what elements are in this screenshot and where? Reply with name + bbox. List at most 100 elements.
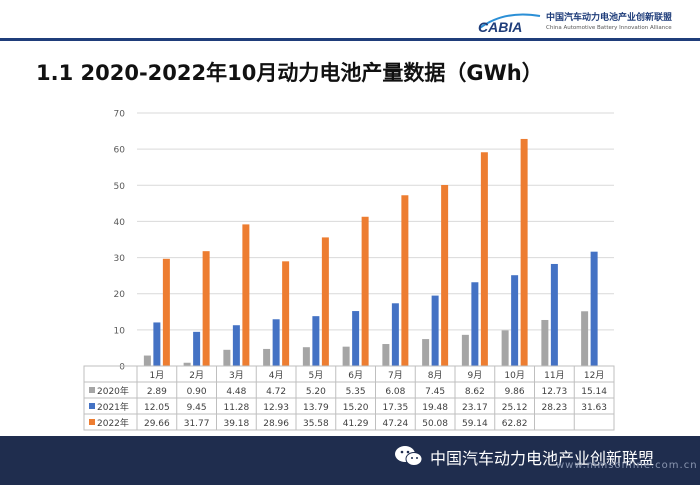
legend-key-2021年 — [89, 403, 95, 409]
series-name: 2022年 — [97, 417, 129, 429]
x-category-label: 12月 — [584, 370, 604, 381]
logo-chinese-name: 中国汽车动力电池产业创新联盟 — [546, 13, 673, 23]
watermark: www.mmsonline.com.cn — [556, 460, 698, 471]
x-category-label: 11月 — [544, 370, 564, 381]
bar-2022年-7月 — [401, 195, 409, 366]
bar-2021年-12月 — [590, 251, 598, 366]
bar-2021年-7月 — [391, 303, 399, 366]
data-table-cell: 9.86 — [505, 387, 525, 397]
series-name: 2021年 — [97, 401, 129, 413]
y-tick-label: 70 — [114, 110, 126, 120]
cabia-logo-mark: CABIA — [478, 13, 541, 35]
data-table-cell: 31.77 — [184, 419, 210, 429]
data-table-cell: 50.08 — [422, 419, 448, 429]
data-table-cell: 15.20 — [343, 403, 369, 413]
bar-2022年-1月 — [162, 258, 170, 366]
data-table-cell: 28.96 — [263, 419, 289, 429]
y-tick-label: 10 — [114, 326, 126, 336]
page-title: 1.1 2020-2022年10月动力电池产量数据（GWh） — [36, 61, 543, 85]
x-category-label: 2月 — [189, 370, 204, 381]
data-table-cell: 29.66 — [144, 419, 170, 429]
data-table-cell: 2.89 — [147, 387, 167, 397]
y-tick-label: 30 — [114, 254, 126, 264]
x-category-label: 6月 — [348, 370, 363, 381]
wechat-icon — [395, 446, 423, 466]
data-table-cell: 5.35 — [346, 387, 366, 397]
data-table-cell: 13.79 — [303, 403, 329, 413]
data-table-cell: 19.48 — [422, 403, 448, 413]
bar-2021年-10月 — [511, 275, 519, 366]
y-tick-label: 0 — [119, 363, 125, 373]
data-table-cell: 28.23 — [541, 403, 567, 413]
bar-2020年-12月 — [581, 311, 589, 366]
data-table-cell: 17.35 — [382, 403, 408, 413]
data-table-cell: 12.93 — [263, 403, 289, 413]
bar-2021年-2月 — [193, 331, 201, 366]
bar-2020年-4月 — [263, 348, 271, 366]
bar-2020年-3月 — [223, 349, 231, 366]
header-rule — [0, 38, 700, 41]
x-category-label: 8月 — [428, 370, 443, 381]
data-table-cell: 9.45 — [187, 403, 207, 413]
bar-2020年-10月 — [501, 330, 509, 366]
data-table-cell: 0.90 — [187, 387, 207, 397]
bar-2021年-11月 — [550, 263, 558, 366]
bar-2021年-4月 — [272, 319, 280, 366]
data-table-cell: 11.28 — [223, 403, 249, 413]
cabia-logo: CABIA 中国汽车动力电池产业创新联盟 China Automotive Ba… — [474, 8, 700, 36]
data-table-cell: 4.48 — [226, 387, 246, 397]
bar-2021年-8月 — [431, 295, 439, 366]
x-category-label: 1月 — [150, 370, 165, 381]
bar-2020年-6月 — [342, 346, 350, 366]
bar-2021年-5月 — [312, 316, 320, 366]
data-table-cell: 7.45 — [425, 387, 445, 397]
data-table-cell: 12.05 — [144, 403, 170, 413]
x-category-label: 5月 — [309, 370, 324, 381]
data-table-cell: 5.20 — [306, 387, 326, 397]
bar-2022年-5月 — [321, 237, 329, 366]
x-category-label: 4月 — [269, 370, 284, 381]
data-table-cell: 6.08 — [385, 387, 405, 397]
bar-2021年-6月 — [352, 311, 360, 366]
legend-key-2020年 — [89, 387, 95, 393]
footer-org-name: 中国汽车动力电池产业创新联盟 — [430, 449, 655, 468]
data-table-cell: 25.12 — [502, 403, 528, 413]
y-tick-label: 40 — [114, 218, 126, 228]
footer-bar: 中国汽车动力电池产业创新联盟 — [0, 436, 700, 485]
x-category-label: 7月 — [388, 370, 403, 381]
x-category-label: 9月 — [468, 370, 483, 381]
data-table-cell: 23.17 — [462, 403, 488, 413]
bar-2022年-6月 — [361, 216, 369, 366]
bar-2020年-5月 — [302, 347, 310, 366]
bar-2020年-8月 — [422, 339, 430, 366]
data-table-cell: 59.14 — [462, 419, 488, 429]
bar-2020年-9月 — [461, 334, 469, 366]
data-table-cell: 47.24 — [382, 419, 408, 429]
bar-2022年-9月 — [480, 152, 488, 366]
y-tick-label: 50 — [114, 182, 126, 192]
data-table-cell: 12.73 — [541, 387, 567, 397]
data-table-cell: 41.29 — [343, 419, 369, 429]
bar-2020年-7月 — [382, 344, 390, 366]
production-chart: 0 10 20 30 40 50 60 70 1月 2月 3月 4月 5月 6月 7月 8月 9月 10月 11月 1… — [83, 110, 615, 431]
bar-2020年-2月 — [183, 362, 191, 366]
data-table-cell: 4.72 — [266, 387, 286, 397]
data-table-cell: 62.82 — [502, 419, 528, 429]
bar-2021年-1月 — [153, 322, 161, 366]
bar-2020年-1月 — [143, 355, 151, 366]
legend-key-2022年 — [89, 419, 95, 425]
x-category-label: 3月 — [229, 370, 244, 381]
y-tick-label: 60 — [114, 146, 126, 156]
bar-2022年-8月 — [441, 184, 449, 366]
bar-2022年-10月 — [520, 138, 528, 366]
data-table-cell: 15.14 — [581, 387, 607, 397]
bar-2020年-11月 — [541, 319, 549, 366]
series-name: 2020年 — [97, 385, 129, 397]
data-table-cell: 39.18 — [223, 419, 249, 429]
data-table-cell: 8.62 — [465, 387, 485, 397]
bar-2021年-3月 — [232, 325, 240, 366]
bar-2022年-2月 — [202, 251, 210, 366]
data-table-cell: 35.58 — [303, 419, 329, 429]
data-table-cell: 31.63 — [581, 403, 607, 413]
logo-mark-text: CABIA — [478, 19, 522, 35]
